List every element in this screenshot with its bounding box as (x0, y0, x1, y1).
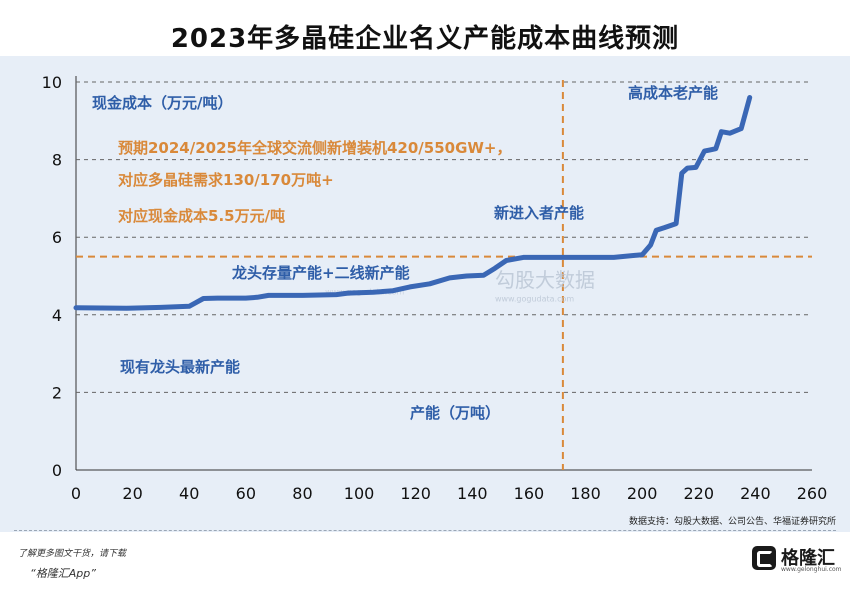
logo-icon (752, 546, 776, 570)
y-tick-label: 6 (52, 228, 62, 247)
x-tick-label: 0 (71, 484, 81, 503)
new-entrant-label: 新进入者产能 (494, 204, 584, 222)
high-cost-label: 高成本老产能 (628, 84, 718, 102)
series-line (73, 95, 753, 311)
x-tick-label: 160 (514, 484, 545, 503)
footer-divider (14, 530, 836, 531)
app-name: “格隆汇App” (30, 567, 96, 580)
x-tick-label: 40 (179, 484, 199, 503)
brand-name: 格隆汇 (781, 548, 835, 569)
x-tick-label: 60 (236, 484, 256, 503)
leader-new-label: 现有龙头最新产能 (120, 358, 240, 376)
x-tick-label: 120 (400, 484, 431, 503)
x-tick-label: 100 (344, 484, 375, 503)
brand-logo: 格隆汇 www.gelonghui.com (752, 544, 844, 574)
forecast-annotation-line1: 预期2024/2025年全球交流侧新增装机420/550GW+， (118, 139, 512, 157)
x-tick-label: 180 (570, 484, 601, 503)
x-axis-unit-label: 产能（万吨） (410, 404, 500, 422)
y-tick-label: 2 (52, 383, 62, 402)
x-tick-label: 200 (627, 484, 658, 503)
source-note: 数据支持：勾股大数据、公司公告、华福证券研究所 (628, 517, 836, 527)
y-tick-label: 0 (52, 461, 62, 480)
chart-title: 2023年多晶硅企业名义产能成本曲线预测 (170, 24, 680, 54)
watermark-text: 勾股大数据 (495, 268, 595, 292)
y-tick-label: 10 (42, 73, 62, 92)
x-tick-label: 20 (122, 484, 142, 503)
forecast-annotation-line3: 对应现金成本5.5万元/吨 (118, 207, 285, 225)
x-tick-label: 140 (457, 484, 488, 503)
brand-url: www.gelonghui.com (781, 566, 842, 573)
leader-plus-label: 龙头存量产能+二线新产能 (231, 264, 410, 282)
x-tick-label: 220 (683, 484, 714, 503)
x-tick-label: 260 (797, 484, 828, 503)
watermark-url: www.gogudata.com (495, 295, 574, 304)
x-tick-label: 240 (740, 484, 771, 503)
y-tick-label: 4 (52, 306, 62, 325)
x-tick-label: 80 (292, 484, 312, 503)
forecast-annotation-line2: 对应多晶硅需求130/170万吨+ (118, 171, 334, 189)
download-hint: 了解更多图文干货，请下载 (18, 549, 127, 559)
y-axis-unit-label: 现金成本（万元/吨） (92, 94, 232, 112)
y-tick-label: 8 (52, 151, 62, 170)
